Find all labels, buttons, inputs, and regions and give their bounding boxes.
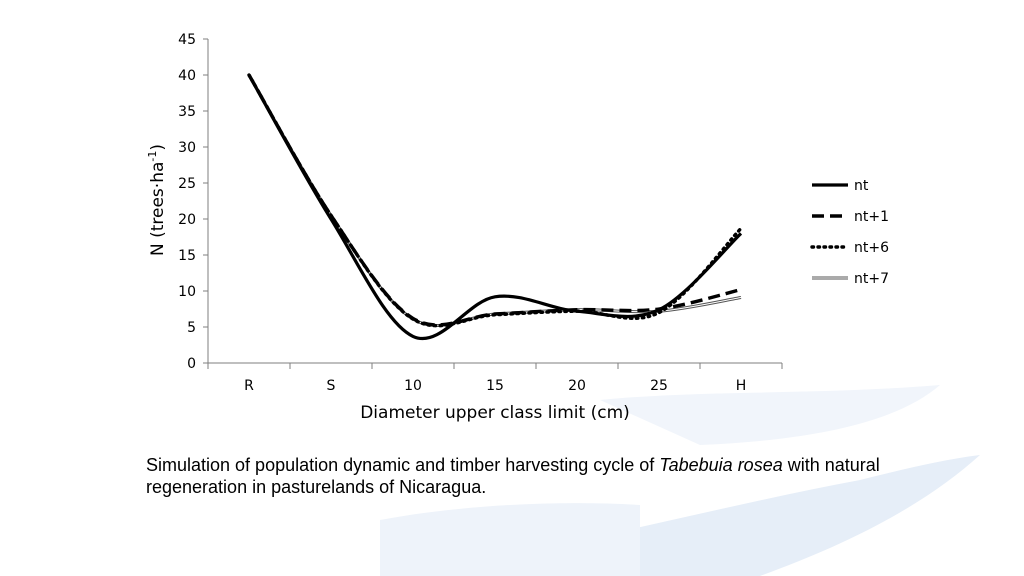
caption-text-end: with natural regeneration in pastureland… [146, 455, 880, 497]
y-axis-title-exponent: -1 [146, 151, 159, 162]
x-tick-label: R [244, 378, 254, 394]
x-tick-label: 25 [650, 378, 668, 394]
series-nt-1-line [247, 74, 742, 327]
caption-species-name: Tabebuia rosea [659, 455, 783, 475]
y-axis-title-main: N (trees [148, 188, 168, 256]
x-tick-label: H [736, 378, 747, 394]
y-tick-label: 45 [178, 32, 196, 48]
legend-label-series-nt-6: nt+6 [854, 240, 889, 256]
watermark-swoosh [380, 385, 980, 576]
y-tick-label: 0 [187, 356, 196, 372]
legend-label-series-nt-7: nt+7 [854, 271, 889, 287]
y-tick-label: 10 [178, 284, 196, 300]
y-axis-title-dot: · [148, 183, 168, 188]
legend-label-series-nt: nt [854, 178, 869, 194]
y-tick-label: 35 [178, 104, 196, 120]
series-nt-line [247, 74, 743, 341]
caption-text-start: Simulation of population dynamic and tim… [146, 455, 660, 475]
y-tick-label: 20 [178, 212, 196, 228]
x-tick-label: S [327, 378, 336, 394]
x-tick-label: 10 [404, 378, 422, 394]
figure-caption: Simulation of population dynamic and tim… [146, 454, 906, 498]
y-axis-title-close: ) [148, 144, 168, 151]
axes: 0 5 10 15 20 25 30 35 40 45 R S 10 15 20 25 H [178, 32, 783, 394]
legend-label-series-nt-1: nt+1 [854, 209, 889, 225]
legend: nt nt+1 nt+6 nt+7 [810, 178, 889, 287]
y-tick-label: 30 [178, 140, 196, 156]
x-tick-label: 15 [486, 378, 504, 394]
x-axis-title: Diameter upper class limit (cm) [360, 403, 630, 423]
y-tick-label: 40 [178, 68, 196, 84]
series-layer [247, 73, 743, 341]
y-tick-label: 25 [178, 176, 196, 192]
y-tick-label: 5 [187, 320, 196, 336]
x-tick-label: 20 [568, 378, 586, 394]
y-axis-title: N (trees·ha-1) [146, 144, 168, 256]
y-tick-label: 15 [178, 248, 196, 264]
y-axis-title-unit: ha [148, 162, 168, 183]
